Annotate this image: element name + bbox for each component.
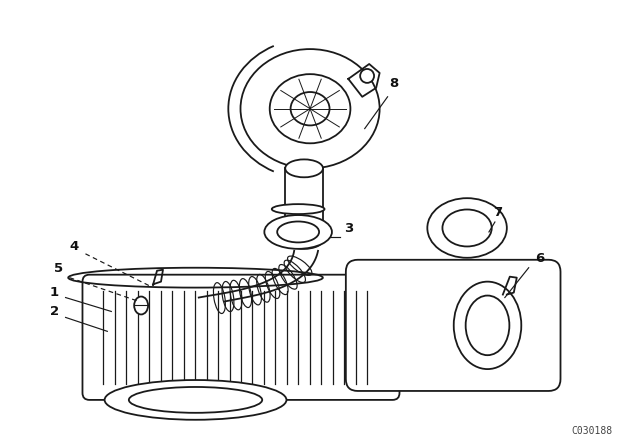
Ellipse shape [241,49,380,168]
Ellipse shape [134,297,148,314]
Ellipse shape [104,380,287,420]
Text: 7: 7 [493,206,502,219]
Ellipse shape [360,69,374,83]
Ellipse shape [285,231,323,249]
Ellipse shape [291,92,330,125]
Ellipse shape [466,296,509,355]
Ellipse shape [285,159,323,177]
Text: 3: 3 [344,222,353,235]
Bar [285,168,323,240]
Text: 1: 1 [50,285,59,298]
Ellipse shape [269,74,351,143]
Text: C030188: C030188 [572,426,613,436]
Text: 6: 6 [534,252,544,265]
Ellipse shape [129,387,262,413]
Ellipse shape [454,282,522,369]
Ellipse shape [277,221,319,242]
Ellipse shape [264,215,332,249]
Ellipse shape [442,210,492,246]
Ellipse shape [272,204,324,214]
Text: 4: 4 [70,240,79,253]
Text: 8: 8 [390,77,399,90]
FancyBboxPatch shape [346,260,561,391]
Text: 5: 5 [54,262,63,275]
Bar [196,293,365,310]
Text: 2: 2 [50,306,59,319]
FancyBboxPatch shape [83,275,399,400]
Ellipse shape [428,198,507,258]
